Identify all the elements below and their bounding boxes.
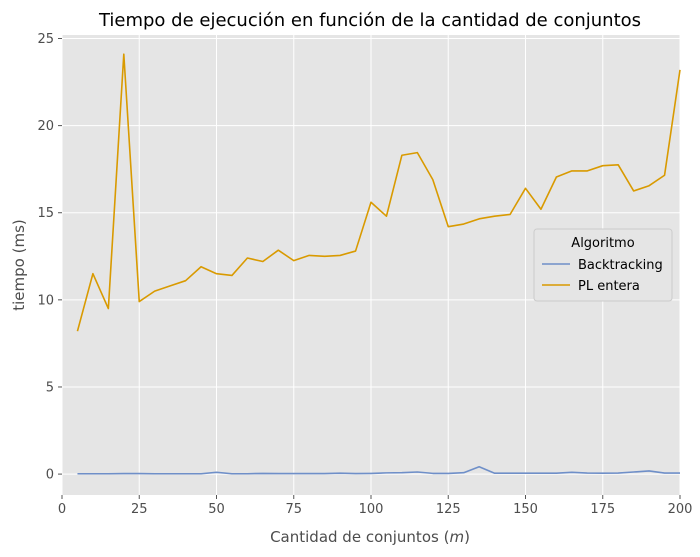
series-line-0: [77, 465, 680, 475]
series-line-1: [76, 53, 681, 332]
x-tick-label: 200: [668, 502, 693, 517]
y-tick-label: 25: [37, 32, 54, 47]
chart-title: Tiempo de ejecución en función de la can…: [98, 10, 641, 31]
x-tick-label: 25: [131, 502, 148, 517]
x-tick-label: 0: [58, 502, 66, 517]
x-axis-label: Cantidad de conjuntos (m): [270, 528, 470, 546]
x-tick-label: 100: [359, 502, 384, 517]
y-tick-label: 0: [46, 468, 54, 483]
x-tick-label: 175: [590, 502, 615, 517]
y-tick-label: 10: [37, 293, 54, 308]
y-axis-ticks: 0 5 10 15 20 25: [37, 32, 62, 483]
legend-box: [533, 228, 673, 302]
x-tick-label: 75: [285, 502, 302, 517]
legend-label-backtracking: Backtracking: [578, 258, 663, 273]
legend-label-pl-entera: PL entera: [578, 279, 640, 294]
legend-title: Algoritmo: [571, 236, 634, 251]
y-tick-label: 15: [37, 206, 54, 221]
x-tick-label: 150: [513, 502, 538, 517]
y-axis-label: tiempo (ms): [10, 219, 28, 311]
y-tick-label: 20: [37, 119, 54, 134]
x-tick-label: 125: [436, 502, 461, 517]
x-tick-label: 50: [208, 502, 225, 517]
y-tick-label: 5: [46, 380, 54, 395]
series-lines: [76, 53, 681, 475]
legend: Algoritmo Backtracking PL entera: [533, 228, 673, 302]
x-axis-ticks: 0 25 50 75 100 125 150 175 200: [58, 495, 693, 517]
